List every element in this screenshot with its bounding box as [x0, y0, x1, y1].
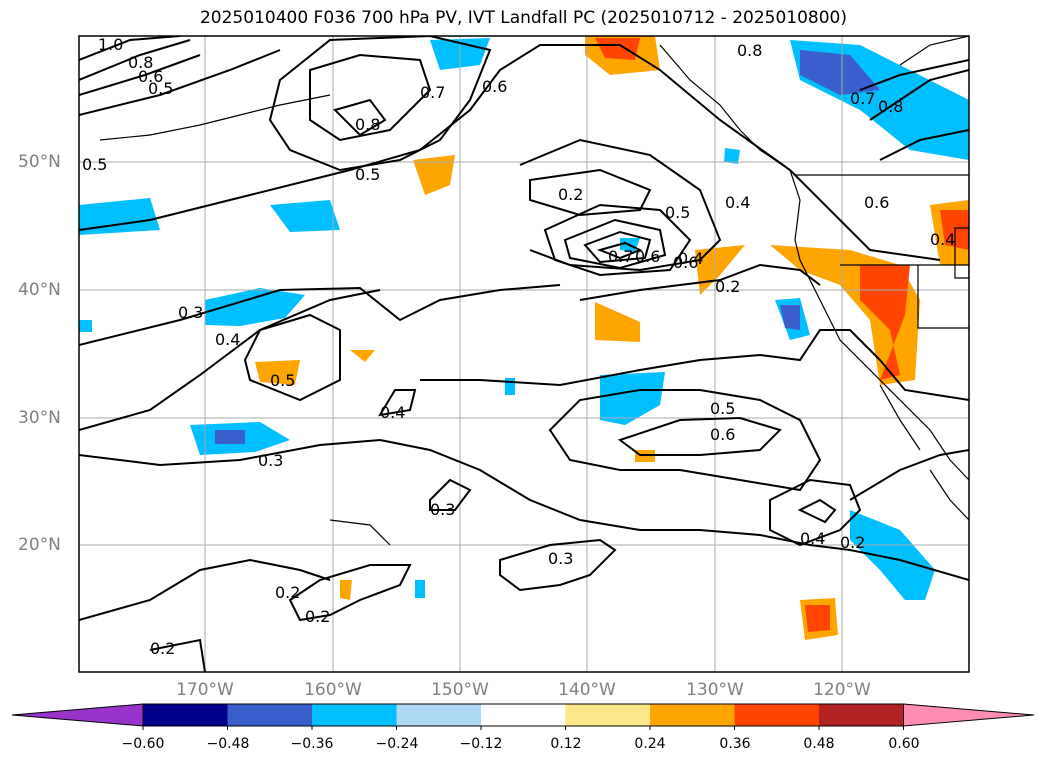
- map-title: 2025010400 F036 700 hPa PV, IVT Landfall…: [199, 8, 847, 28]
- contour-label: 0.5: [710, 399, 735, 418]
- contour-label: 0.7: [608, 247, 633, 266]
- lon-label-140w: 140°W: [558, 680, 616, 700]
- contour-label: 0.3: [258, 451, 283, 470]
- contour-label: 0.6: [138, 67, 163, 86]
- contour-label: 0.6: [482, 77, 507, 96]
- contour-label: 0.4: [800, 529, 825, 548]
- colorbar-segment: [396, 704, 482, 726]
- contour-label: 0.5: [355, 165, 380, 184]
- colorbar-tick-label: −0.12: [459, 736, 503, 752]
- colorbar-frame: [142, 703, 904, 727]
- contour-label: 0.7: [850, 89, 875, 108]
- contour-label: 0.2: [715, 277, 740, 296]
- map-frame: [78, 35, 970, 673]
- colorbar-extend-low: [11, 703, 144, 727]
- contour-label: 0.2: [275, 583, 300, 602]
- colorbar: [11, 703, 1035, 730]
- contour-label: 0.2: [150, 639, 175, 658]
- contour-label: 0.8: [355, 115, 380, 134]
- contour-label: 0.5: [270, 371, 295, 390]
- colorbar-tick-label: −0.24: [375, 736, 419, 752]
- contour-label: 0.8: [128, 53, 153, 72]
- contour-label: 0.6: [710, 425, 735, 444]
- contour-label: 1.0: [98, 35, 123, 54]
- contour-label: 0.6: [635, 247, 660, 266]
- colorbar-segment: [227, 704, 313, 726]
- colorbar-segment: [565, 704, 651, 726]
- contour-label: 0.4: [725, 193, 750, 212]
- contour-label: 0.4: [380, 403, 405, 422]
- contour-label: 0.4: [215, 330, 240, 349]
- lat-label-40n: 40°N: [18, 280, 61, 300]
- lon-label-170w: 170°W: [176, 680, 234, 700]
- lat-label-20n: 20°N: [18, 535, 61, 555]
- colorbar-tick-label: −0.36: [290, 736, 334, 752]
- colorbar-segment: [312, 704, 397, 726]
- contour-label: 0.8: [878, 97, 903, 116]
- colorbar-tick-label: −0.48: [206, 736, 250, 752]
- colorbar-tick-label: 0.36: [719, 736, 751, 752]
- pv-contours: [79, 36, 969, 672]
- contour-label: 0.2: [305, 607, 330, 626]
- colorbar-tick-label: 0.48: [803, 736, 835, 752]
- colorbar-segment: [481, 704, 566, 726]
- contour-label: 0.3: [430, 500, 455, 519]
- lat-label-30n: 30°N: [18, 408, 61, 428]
- contour-label: 0.5: [665, 203, 690, 222]
- contour-label: 0.8: [737, 41, 762, 60]
- contour-label: 0.3: [178, 303, 203, 322]
- contour-label: 0.4: [678, 249, 703, 268]
- map-plot-area: 1.0 0.8 0.6 0.5 0.7 0.6 0.8 0.5 0.2 0.5 …: [79, 35, 969, 672]
- lon-label-160w: 160°W: [304, 680, 362, 700]
- colorbar-tick-label: −0.60: [121, 736, 165, 752]
- coastlines: [99, 36, 969, 546]
- contour-label: 0.2: [840, 533, 865, 552]
- graticule: [79, 36, 969, 672]
- contour-label: 0.2: [558, 185, 583, 204]
- lon-label-150w: 150°W: [431, 680, 489, 700]
- contour-label: 0.5: [82, 155, 107, 174]
- colorbar-segment: [819, 704, 904, 726]
- contour-label: 0.6: [673, 253, 698, 272]
- colorbar-tick-label: 0.24: [634, 736, 666, 752]
- contour-label: 0.4: [930, 230, 955, 249]
- colorbar-segment: [734, 704, 820, 726]
- lat-label-50n: 50°N: [18, 152, 61, 172]
- lon-label-120w: 120°W: [813, 680, 871, 700]
- colorbar-tick-label: 0.60: [888, 736, 920, 752]
- lon-label-130w: 130°W: [686, 680, 744, 700]
- contour-labels: 1.0 0.8 0.6 0.5 0.7 0.6 0.8 0.5 0.2 0.5 …: [82, 35, 955, 658]
- colorbar-extend-high: [903, 703, 1035, 727]
- colorbar-tick-label: 0.12: [550, 736, 582, 752]
- colorbar-segment: [143, 704, 228, 726]
- contour-label: 0.3: [548, 549, 573, 568]
- contour-label: 0.5: [148, 79, 173, 98]
- colorbar-segment: [650, 704, 735, 726]
- contour-label: 0.6: [864, 193, 889, 212]
- contour-label: 0.7: [420, 83, 445, 102]
